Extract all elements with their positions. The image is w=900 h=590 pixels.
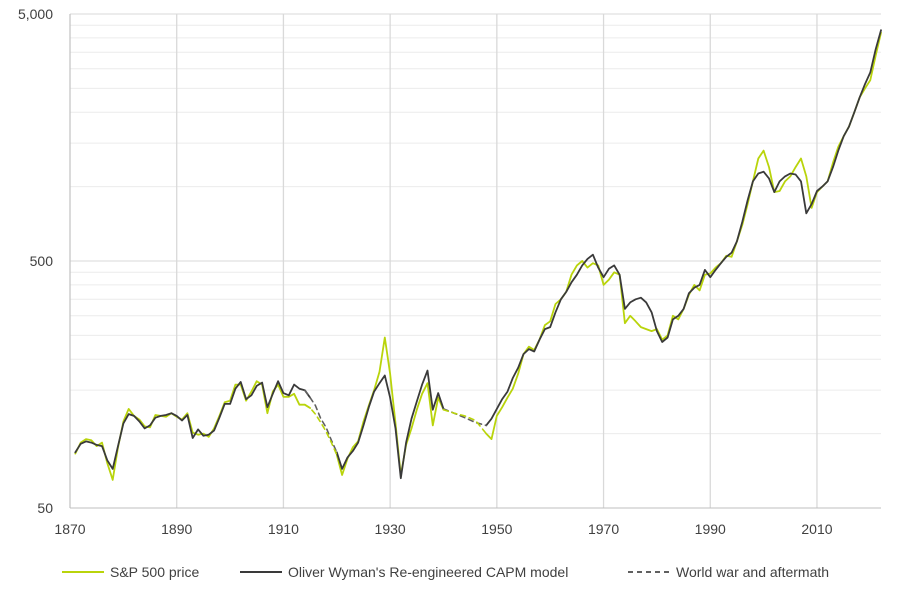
y-tick-label: 5,000 xyxy=(18,6,53,22)
x-tick-label: 1930 xyxy=(375,521,406,537)
grid xyxy=(69,13,881,509)
series-line-war xyxy=(303,389,338,454)
x-tick-label: 1870 xyxy=(54,521,85,537)
series-line-model xyxy=(485,29,882,427)
x-tick-label: 1970 xyxy=(588,521,619,537)
series-line-model xyxy=(335,369,445,480)
y-tick-label: 500 xyxy=(30,253,54,269)
series-line-war xyxy=(303,403,338,456)
x-tick-label: 1890 xyxy=(161,521,192,537)
legend-label: Oliver Wyman's Re-engineered CAPM model xyxy=(288,564,568,580)
legend-label: World war and aftermath xyxy=(676,564,829,580)
series-line-war xyxy=(442,408,488,427)
x-tick-label: 1990 xyxy=(695,521,726,537)
series-layer xyxy=(74,29,882,481)
series-line-sp500 xyxy=(335,336,445,476)
axes xyxy=(69,14,881,509)
x-tick-label: 2010 xyxy=(801,521,832,537)
x-tick-label: 1950 xyxy=(481,521,512,537)
series-line-model xyxy=(74,380,312,470)
series-line-war xyxy=(442,408,488,435)
x-tick-label: 1910 xyxy=(268,521,299,537)
legend: S&P 500 price Oliver Wyman's Re-engineere… xyxy=(62,564,829,580)
legend-label: S&P 500 price xyxy=(110,564,199,580)
y-tick-label: 50 xyxy=(37,500,53,516)
series-line-sp500 xyxy=(485,31,882,441)
tick-labels: 50 500 5,000 1870 1890 1910 1930 1950 1970 1990 20… xyxy=(18,6,833,537)
